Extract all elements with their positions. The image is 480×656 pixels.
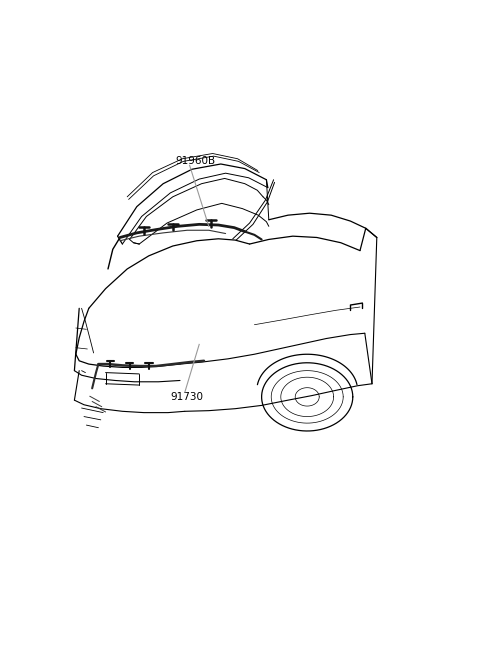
- Text: 91730: 91730: [170, 392, 204, 402]
- Text: 91960B: 91960B: [175, 155, 216, 166]
